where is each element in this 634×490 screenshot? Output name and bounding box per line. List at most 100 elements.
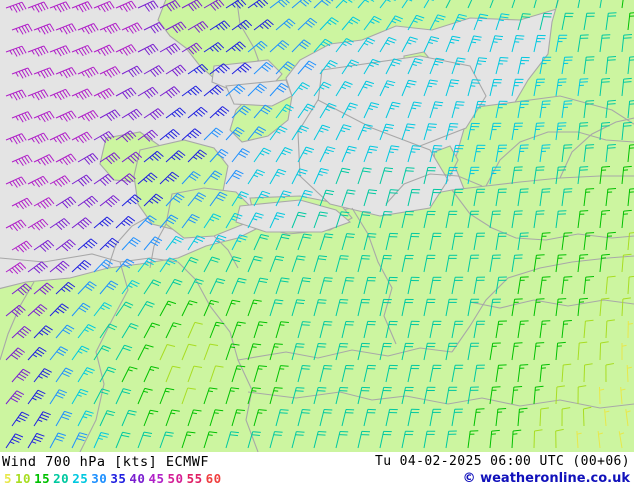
wind-barb (597, 431, 603, 449)
wind-barb (275, 147, 293, 163)
wind-barb (473, 57, 487, 75)
wind-barb (319, 233, 334, 251)
wind-barb (27, 432, 45, 449)
wind-barb (533, 210, 545, 229)
wind-barb (291, 211, 307, 229)
wind-barb (247, 212, 264, 229)
wind-barb (445, 123, 459, 141)
wind-barb (115, 215, 136, 229)
wind-barb (445, 430, 457, 449)
wind-barb (209, 191, 228, 207)
wind-barb (583, 56, 595, 75)
wind-barb (341, 365, 355, 383)
copyright-label: © weatheronline.co.uk (462, 471, 630, 486)
wind-barb (379, 80, 396, 97)
wind-barb (27, 389, 46, 405)
wind-barb (583, 232, 595, 251)
legend-tick-60: 60 (205, 471, 222, 486)
wind-barb (319, 17, 339, 31)
wind-barb (605, 144, 616, 163)
wind-barb (5, 347, 25, 361)
wind-barb (121, 366, 138, 383)
wind-barb (363, 58, 381, 75)
wind-barb (473, 100, 487, 119)
wind-barb (165, 192, 185, 207)
wind-barb (291, 431, 305, 449)
wind-barb (341, 233, 355, 251)
wind-barb (445, 166, 458, 185)
wind-barb (291, 125, 309, 141)
wind-barb (165, 235, 184, 251)
wind-barb (401, 0, 418, 9)
wind-barb (341, 189, 356, 207)
legend-tick-50: 50 (167, 471, 184, 486)
valid-time-stamp: Tu 04-02-2025 06:00 UTC (00+06) (374, 454, 630, 469)
wind-barb-map[interactable] (0, 0, 634, 452)
wind-barb (159, 214, 179, 229)
wind-barb (5, 433, 24, 449)
wind-barb (71, 302, 91, 317)
wind-barb (429, 145, 443, 163)
wind-barb (275, 104, 294, 119)
wind-barb (511, 254, 523, 273)
wind-barb (445, 79, 460, 97)
wind-barb (583, 319, 594, 339)
wind-barb (209, 278, 226, 295)
wind-barb (143, 322, 160, 339)
wind-barb (71, 131, 93, 144)
wind-barb (77, 23, 99, 35)
wind-barb (115, 173, 136, 186)
wind-barb (385, 276, 398, 295)
wind-barb (137, 258, 156, 273)
wind-barb (599, 78, 611, 97)
wind-barb (511, 342, 523, 361)
wind-barb (115, 130, 137, 143)
sea-inlets (211, 55, 487, 233)
wind-barb (187, 235, 205, 251)
wind-barb (533, 429, 543, 449)
wind-barb (291, 387, 305, 405)
wind-barb (489, 429, 500, 449)
wind-barb (423, 36, 440, 53)
wind-barb (11, 154, 33, 166)
wind-barb (93, 44, 115, 56)
wind-barb (467, 35, 482, 53)
wind-barb (165, 150, 186, 163)
wind-barb (209, 409, 224, 427)
wind-barb (621, 209, 632, 229)
wind-barb (533, 385, 544, 405)
wind-barb (313, 0, 334, 9)
wind-barb (225, 212, 243, 229)
wind-barb (231, 365, 246, 383)
wind-barb (203, 213, 222, 229)
wind-barb (561, 144, 573, 163)
wind-barb (451, 320, 464, 339)
wind-barb (385, 408, 398, 427)
wind-barb (165, 322, 182, 339)
wind-barb (379, 36, 397, 53)
wind-barb (27, 1, 49, 13)
wind-barb (495, 408, 507, 427)
wind-barb (253, 147, 272, 163)
wind-barb (357, 167, 372, 185)
wind-barb (583, 100, 595, 119)
wind-barb (599, 386, 605, 405)
wind-barb (604, 409, 610, 427)
wind-barb (181, 431, 196, 449)
wind-barb (313, 38, 333, 53)
wind-barb (335, 343, 349, 361)
wind-barb (577, 166, 589, 185)
wind-barb (33, 411, 51, 427)
wind-barb (363, 189, 378, 207)
wind-barb (71, 345, 90, 361)
wind-barb (49, 45, 71, 57)
wind-barb (33, 154, 55, 166)
wind-barb (489, 35, 504, 53)
wind-barb (27, 304, 48, 317)
wind-barb (33, 239, 55, 252)
wind-barb (341, 277, 355, 295)
wind-barb (253, 277, 269, 295)
wind-barb (297, 277, 312, 295)
wind-barb (621, 77, 632, 97)
wind-barb (335, 255, 349, 273)
